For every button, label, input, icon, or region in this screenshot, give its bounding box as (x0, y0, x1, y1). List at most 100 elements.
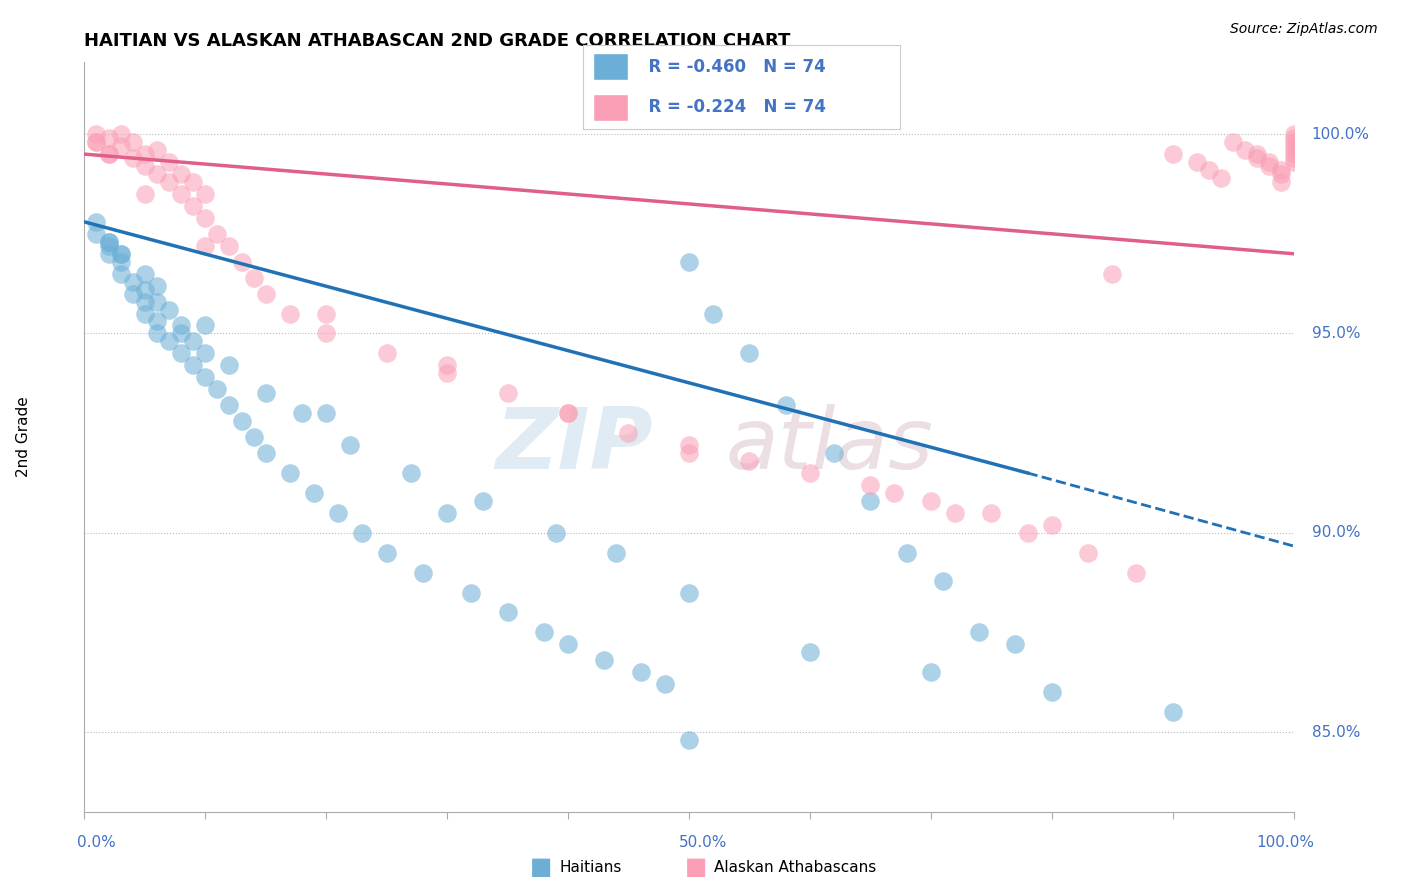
Point (157, 175, 180, 189)
Point (896, 546, 918, 560)
Point (702, 306, 724, 320)
Point (315, 406, 337, 420)
Point (678, 438, 700, 452)
Point (412, 566, 434, 580)
Point (86, 135, 108, 149)
Text: 2nd Grade: 2nd Grade (17, 397, 31, 477)
Point (170, 346, 193, 360)
Point (1040, 517, 1063, 532)
Point (134, 186, 156, 201)
Point (121, 286, 143, 301)
Point (328, 506, 350, 520)
Bar (593, 94, 627, 120)
Point (654, 677, 676, 691)
Point (207, 382, 229, 396)
Point (181, 334, 204, 349)
Point (943, 506, 966, 520)
Point (315, 306, 337, 320)
Point (1017, 525, 1039, 540)
Point (315, 326, 337, 341)
Point (146, 278, 169, 293)
Point (86, 227, 108, 241)
Point (1198, 163, 1220, 178)
Point (194, 186, 217, 201)
Text: R = -0.460   N = 74: R = -0.460 N = 74 (637, 58, 825, 76)
Point (1222, 135, 1244, 149)
Text: Source: ZipAtlas.com: Source: ZipAtlas.com (1230, 22, 1378, 37)
Point (1282, 147, 1305, 161)
Point (920, 493, 942, 508)
Point (1040, 685, 1063, 699)
Point (121, 275, 143, 289)
Point (97, 235, 120, 249)
Point (1270, 175, 1292, 189)
Point (436, 506, 458, 520)
Point (170, 167, 193, 181)
Point (254, 286, 277, 301)
Point (181, 359, 204, 373)
Text: 50.0%: 50.0% (679, 836, 727, 850)
Text: 0.0%: 0.0% (77, 836, 117, 850)
Point (194, 318, 217, 333)
Point (967, 625, 990, 640)
Point (738, 346, 761, 360)
Point (157, 155, 180, 169)
Point (1282, 143, 1305, 157)
Point (242, 270, 264, 285)
Point (97, 239, 120, 253)
Point (86, 127, 108, 141)
Point (1209, 171, 1232, 186)
Point (170, 318, 193, 333)
Point (134, 294, 156, 309)
Text: ■: ■ (685, 855, 707, 879)
Point (775, 398, 797, 412)
Point (254, 386, 277, 401)
Point (1234, 143, 1257, 157)
Text: ZIP: ZIP (495, 403, 652, 486)
Point (181, 175, 204, 189)
Point (110, 254, 132, 268)
Point (1246, 147, 1268, 161)
Point (859, 478, 882, 492)
Point (170, 186, 193, 201)
Point (678, 733, 700, 747)
Point (1282, 131, 1305, 145)
Point (859, 493, 882, 508)
Point (605, 546, 627, 560)
Point (97, 147, 120, 161)
Point (1282, 155, 1305, 169)
Point (533, 625, 555, 640)
Point (134, 267, 156, 281)
Point (1246, 151, 1268, 165)
Point (110, 139, 132, 153)
Text: R = -0.224   N = 74: R = -0.224 N = 74 (637, 98, 827, 116)
Text: HAITIAN VS ALASKAN ATHABASCAN 2ND GRADE CORRELATION CHART: HAITIAN VS ALASKAN ATHABASCAN 2ND GRADE … (84, 32, 790, 50)
Point (1258, 159, 1281, 173)
Point (436, 367, 458, 381)
Text: 85.0%: 85.0% (1312, 724, 1360, 739)
Point (146, 167, 169, 181)
Point (86, 135, 108, 149)
Point (630, 665, 652, 680)
Point (1282, 135, 1305, 149)
Point (375, 346, 398, 360)
Point (134, 159, 156, 173)
Point (86, 215, 108, 229)
Point (920, 665, 942, 680)
Point (121, 135, 143, 149)
Point (375, 546, 398, 560)
Point (157, 302, 180, 317)
Point (134, 306, 156, 320)
Point (110, 246, 132, 260)
Point (134, 147, 156, 161)
Point (231, 254, 253, 268)
Point (617, 426, 640, 441)
Point (436, 359, 458, 373)
Point (194, 370, 217, 384)
Point (496, 386, 519, 401)
Point (97, 147, 120, 161)
Point (1258, 155, 1281, 169)
Text: 95.0%: 95.0% (1312, 326, 1360, 341)
Point (218, 239, 240, 253)
Point (97, 246, 120, 260)
